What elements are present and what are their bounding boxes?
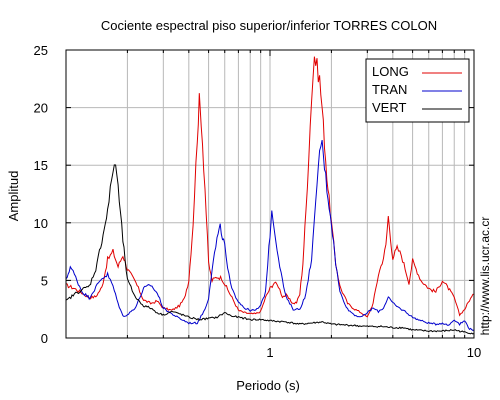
legend-label-long: LONG (372, 64, 409, 79)
series-lines (65, 56, 475, 335)
series-line-vert (65, 164, 475, 335)
legend-label-vert: VERT (372, 100, 406, 115)
legend-label-tran: TRAN (372, 82, 407, 97)
series-line-long (65, 56, 475, 318)
legend: LONG TRAN VERT (365, 58, 470, 123)
source-url: http://www.lis.ucr.ac.cr (478, 217, 492, 336)
x-tick-label: 10 (467, 345, 481, 360)
y-tick-label: 10 (34, 216, 48, 231)
y-tick-label: 15 (34, 158, 48, 173)
axis-ticks: 0 5 10 15 20 25 1 10 (34, 43, 482, 360)
chart-title: Cociente espectral piso superior/inferio… (101, 18, 437, 33)
series-line-tran (65, 140, 475, 331)
y-axis-label: Amplitud (6, 171, 21, 222)
x-axis-label: Periodo (s) (236, 378, 300, 393)
y-tick-label: 25 (34, 43, 48, 58)
x-tick-label: 1 (266, 345, 273, 360)
y-tick-label: 0 (41, 331, 48, 346)
y-tick-label: 20 (34, 101, 48, 116)
y-tick-label: 5 (41, 273, 48, 288)
